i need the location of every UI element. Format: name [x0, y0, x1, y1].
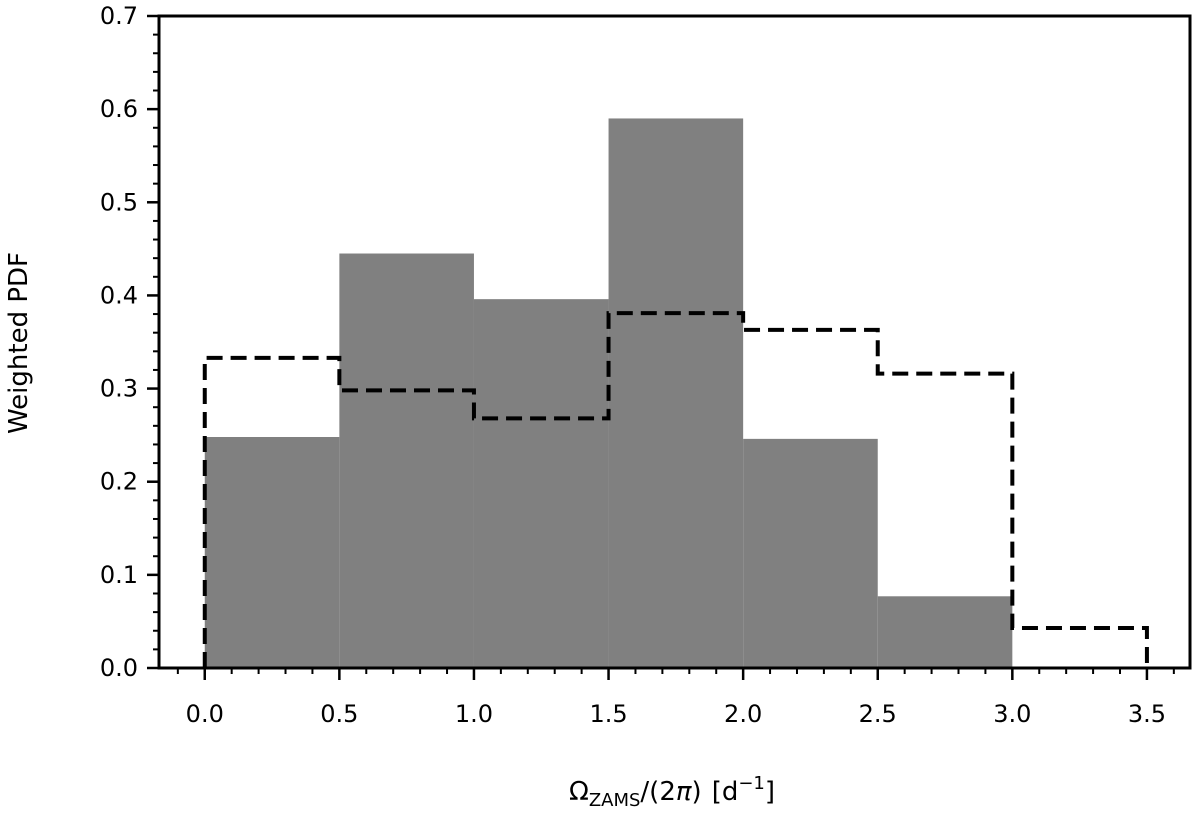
x-tick-label-3: 1.5: [589, 700, 627, 728]
y-tick-label-0: 0.0: [100, 654, 138, 682]
y-tick-label-2: 0.2: [100, 468, 138, 496]
histogram-bar-4: [743, 438, 878, 668]
histogram-bar-1: [339, 253, 474, 668]
x-axis-label-close: ): [692, 777, 702, 807]
y-tick-label-4: 0.4: [100, 281, 138, 309]
x-tick-label-7: 3.5: [1128, 700, 1166, 728]
x-axis-label-unit-open: [d: [712, 777, 739, 807]
x-tick-label-1: 0.5: [320, 700, 358, 728]
filled-histogram: [204, 118, 1013, 668]
x-tick-label-5: 2.5: [859, 700, 897, 728]
y-tick-label-7: 0.7: [100, 2, 138, 30]
histogram-bar-3: [608, 118, 744, 668]
histogram-bar-5: [877, 596, 1013, 668]
x-tick-label-4: 2.0: [724, 700, 762, 728]
x-axis-label: ΩZAMS/(2π) [d−1]: [569, 773, 775, 811]
x-axis-label-subscript: ZAMS: [589, 790, 641, 811]
x-axis-label-symbol: Ω: [569, 777, 589, 807]
x-tick-label-0: 0.0: [186, 700, 224, 728]
y-tick-label-1: 0.1: [100, 561, 138, 589]
x-axis-label-pi: π: [676, 777, 692, 807]
y-tick-label-3: 0.3: [100, 375, 138, 403]
x-axis-ticks: 0.0 0.5 1.0 1.5 2.0 2.5 3.0 3.5: [176, 668, 1175, 728]
y-axis-ticks: 0.0 0.1 0.2 0.3 0.4 0.5 0.6 0.7: [100, 2, 159, 682]
y-tick-label-6: 0.6: [100, 95, 138, 123]
histogram-bar-0: [204, 437, 340, 668]
x-axis-label-unit-exp: −1: [738, 773, 765, 794]
y-axis-label: Weighted PDF: [4, 252, 34, 434]
y-tick-label-5: 0.5: [100, 188, 138, 216]
x-axis-label-unit-close: ]: [765, 777, 775, 807]
dashed-histogram: [202, 311, 1149, 668]
x-axis-label-denominator: /(2: [640, 777, 675, 807]
histogram-bar-2: [473, 299, 609, 668]
plot-frame: [157, 14, 1192, 670]
x-tick-label-6: 3.0: [993, 700, 1031, 728]
x-tick-label-2: 1.0: [455, 700, 493, 728]
dashed-step-line: [202, 311, 1149, 668]
